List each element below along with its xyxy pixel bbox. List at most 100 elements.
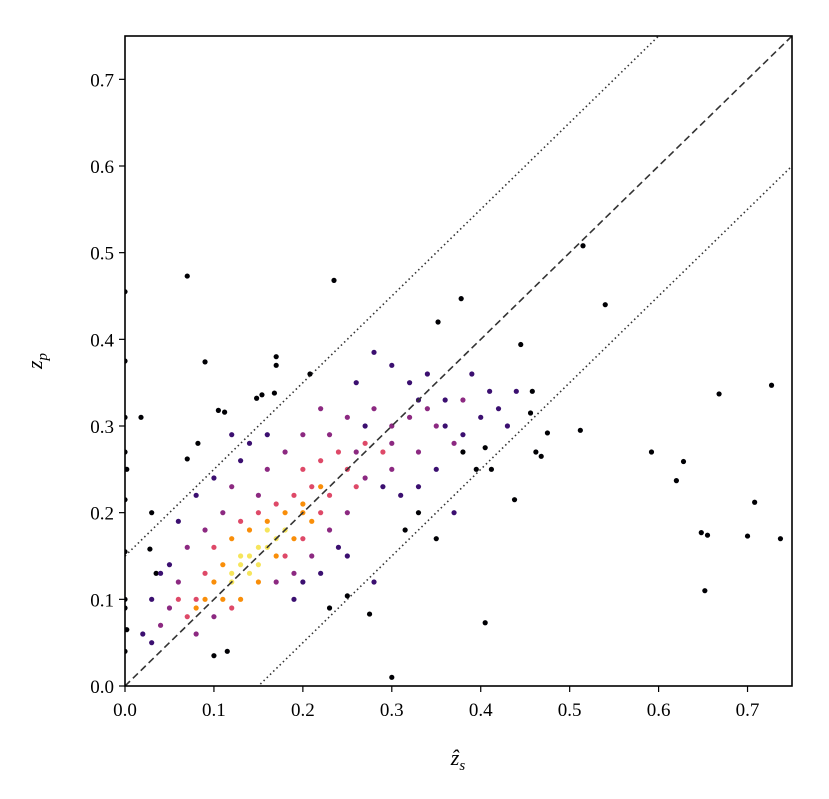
point <box>184 273 190 279</box>
point <box>389 362 395 368</box>
point <box>220 510 226 516</box>
point <box>435 319 441 325</box>
point <box>291 596 297 602</box>
point <box>488 466 495 472</box>
point <box>125 627 130 633</box>
point <box>300 466 306 472</box>
point <box>291 570 297 576</box>
point <box>175 579 181 585</box>
point <box>254 395 260 401</box>
point <box>246 553 253 559</box>
point <box>406 414 413 420</box>
point <box>458 296 464 302</box>
point <box>451 440 457 446</box>
point <box>335 449 342 455</box>
point <box>544 430 551 436</box>
point <box>184 456 190 462</box>
point <box>222 409 228 415</box>
point <box>402 527 408 533</box>
point <box>229 605 235 611</box>
reference-line <box>125 36 660 557</box>
point <box>149 640 155 646</box>
point <box>282 510 288 516</box>
point <box>193 605 199 611</box>
point <box>473 466 479 472</box>
y-label-sub: p <box>35 352 51 361</box>
point <box>238 553 244 559</box>
y-tick-label: 0.4 <box>90 330 114 351</box>
point <box>291 536 297 542</box>
point <box>424 406 430 412</box>
point <box>331 277 337 283</box>
point <box>518 341 524 348</box>
point <box>406 380 413 386</box>
point <box>307 371 313 377</box>
x-axis-label: ẑs <box>450 745 466 774</box>
point <box>482 620 488 626</box>
point <box>300 432 306 438</box>
point <box>371 579 377 585</box>
point <box>255 492 261 498</box>
point <box>389 440 395 446</box>
y-axis-label: zp <box>22 352 51 370</box>
point <box>125 466 130 472</box>
point <box>344 414 350 420</box>
point <box>460 449 466 455</box>
point <box>215 407 221 413</box>
point <box>157 622 164 628</box>
point <box>389 674 395 680</box>
point <box>482 445 488 451</box>
point <box>577 427 583 433</box>
point <box>273 501 279 507</box>
point <box>220 596 226 602</box>
point <box>149 596 155 602</box>
point <box>460 432 466 438</box>
point <box>380 484 386 490</box>
point <box>371 349 377 355</box>
point <box>415 484 422 490</box>
point <box>353 449 359 455</box>
point <box>309 553 315 559</box>
point <box>344 553 350 559</box>
point <box>138 414 144 420</box>
point <box>153 570 159 576</box>
point <box>264 518 270 524</box>
point <box>362 423 368 429</box>
point <box>184 614 190 620</box>
point <box>716 391 722 397</box>
y-tick-label: 0.0 <box>90 677 114 698</box>
point <box>648 449 655 455</box>
x-tick-label: 0.5 <box>558 700 582 721</box>
point <box>478 414 484 420</box>
point <box>744 533 751 539</box>
y-tick-label: 0.3 <box>90 417 114 438</box>
point <box>273 354 279 360</box>
point <box>238 518 244 524</box>
point <box>344 510 350 516</box>
x-label-base: ẑ <box>450 745 460 770</box>
point <box>255 579 261 585</box>
point <box>149 510 155 516</box>
point <box>140 631 146 637</box>
point <box>309 518 315 524</box>
point <box>211 475 217 481</box>
point <box>300 536 306 542</box>
point <box>460 397 466 403</box>
point <box>264 527 270 533</box>
point <box>433 466 439 472</box>
point <box>495 406 502 412</box>
point <box>680 458 687 465</box>
plot-area <box>125 36 792 686</box>
x-label-sub: s <box>459 758 465 774</box>
point <box>326 605 333 611</box>
point <box>580 243 586 249</box>
point <box>211 544 217 550</box>
point <box>704 532 711 538</box>
point <box>415 449 422 455</box>
point <box>255 562 261 568</box>
point <box>442 423 448 429</box>
point <box>538 453 544 459</box>
point <box>451 510 457 516</box>
point <box>166 605 173 611</box>
point <box>264 466 270 472</box>
